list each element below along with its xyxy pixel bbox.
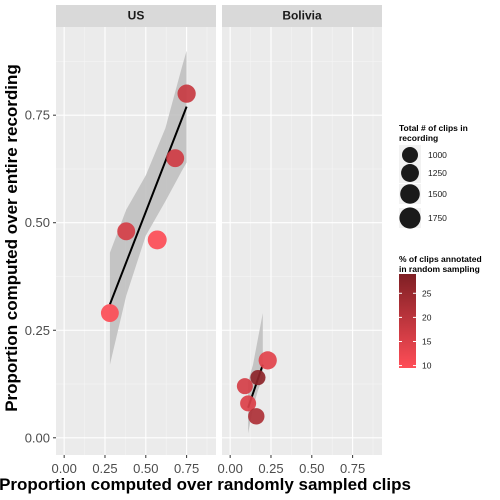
size-legend-title: recording bbox=[399, 133, 438, 143]
x-tick-label: 0.50 bbox=[133, 461, 158, 476]
data-point bbox=[240, 395, 257, 412]
x-tick-label: 0.75 bbox=[174, 461, 199, 476]
size-legend-label: 1750 bbox=[428, 213, 447, 223]
facet-strip bbox=[222, 5, 382, 27]
y-tick-label: 0.50 bbox=[25, 215, 50, 230]
size-legend-label: 1250 bbox=[428, 168, 447, 178]
x-tick-label: 0.25 bbox=[258, 461, 283, 476]
facet-panel-1: Bolivia bbox=[222, 5, 382, 455]
data-point bbox=[177, 84, 196, 103]
data-point bbox=[248, 408, 265, 425]
data-point bbox=[250, 369, 266, 386]
size-legend-label: 1000 bbox=[428, 150, 447, 160]
x-tick-label: 0.25 bbox=[92, 461, 117, 476]
color-legend-label: 15 bbox=[422, 336, 432, 346]
facet-strip-label: US bbox=[128, 9, 145, 23]
legends: Total # of clips in recording 1000 1250 150… bbox=[399, 123, 482, 371]
facet-strip bbox=[56, 5, 216, 27]
color-legend-label: 25 bbox=[422, 288, 432, 298]
x-tick-label: 0.00 bbox=[52, 461, 77, 476]
y-tick-label: 0.75 bbox=[25, 108, 50, 123]
size-legend-symbol bbox=[399, 207, 421, 229]
facet-strip-label: Bolivia bbox=[282, 9, 322, 23]
size-legend-label: 1500 bbox=[428, 189, 447, 199]
y-tick-label: 0.25 bbox=[25, 323, 50, 338]
y-axis-title: Proportion computed over entire recordin… bbox=[2, 64, 21, 412]
color-legend-title: in random sampling bbox=[399, 264, 480, 274]
data-point bbox=[117, 222, 136, 241]
x-axis-title: Proportion computed over randomly sample… bbox=[0, 475, 411, 494]
size-legend-symbol bbox=[402, 147, 418, 163]
color-legend: % of clips annotated in random sampling 2… bbox=[399, 254, 482, 371]
regression-line bbox=[108, 106, 188, 305]
x-tick-label: 0.00 bbox=[218, 461, 243, 476]
x-tick-label: 0.75 bbox=[340, 461, 365, 476]
data-point bbox=[166, 149, 185, 168]
color-legend-label: 10 bbox=[422, 361, 432, 371]
facet-panel-0: US bbox=[56, 5, 216, 455]
data-point bbox=[236, 378, 253, 395]
size-legend: Total # of clips in recording 1000 1250 150… bbox=[399, 123, 468, 229]
size-legend-symbol bbox=[401, 164, 419, 182]
color-legend-label: 20 bbox=[422, 312, 432, 322]
axes: 0.00 0.25 0.50 0.75 0.00 0.25 0.50 0.75 0.00 0.25… bbox=[25, 108, 366, 476]
data-point bbox=[100, 304, 119, 322]
color-legend-bar bbox=[399, 274, 416, 368]
x-tick-label: 0.50 bbox=[299, 461, 324, 476]
data-point bbox=[147, 230, 167, 250]
color-legend-title: % of clips annotated bbox=[399, 254, 482, 264]
size-legend-symbol bbox=[400, 184, 420, 204]
size-legend-title: Total # of clips in bbox=[399, 123, 468, 133]
y-tick-label: 0.00 bbox=[25, 430, 50, 445]
facet-panels: US Bolivia bbox=[56, 5, 382, 455]
data-point bbox=[258, 351, 277, 370]
